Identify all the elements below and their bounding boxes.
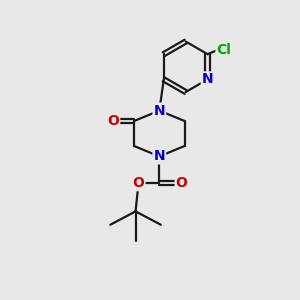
Text: O: O — [176, 176, 188, 190]
Text: O: O — [133, 176, 145, 190]
Text: Cl: Cl — [217, 43, 231, 57]
Text: O: O — [107, 114, 119, 128]
Text: N: N — [154, 149, 165, 164]
Text: N: N — [202, 72, 213, 86]
Text: N: N — [154, 103, 165, 118]
